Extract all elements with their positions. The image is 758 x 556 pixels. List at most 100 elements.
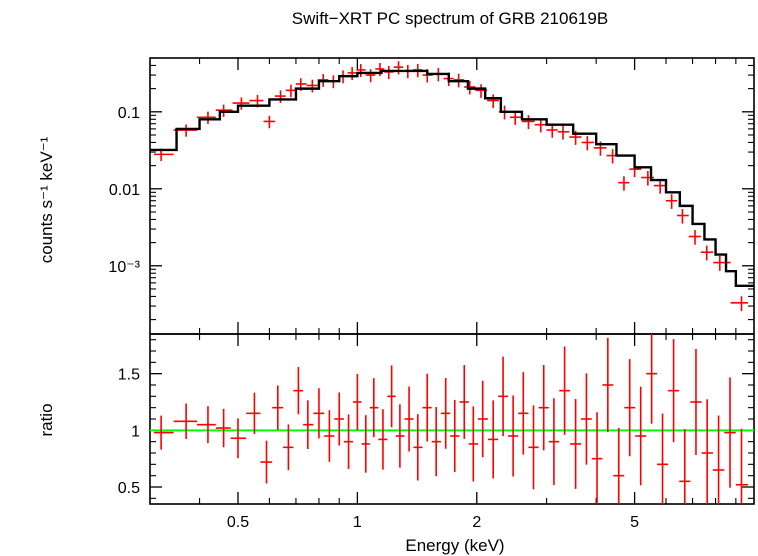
ratio-data-point xyxy=(624,359,636,457)
ratio-data-point xyxy=(334,392,344,446)
ratio-data-point xyxy=(613,427,625,504)
ratio-data-point xyxy=(602,337,614,433)
spectrum-data-point xyxy=(730,296,749,312)
spectrum-data-point xyxy=(285,84,296,98)
ratio-data-point xyxy=(581,373,592,465)
ratio-data-point xyxy=(477,380,488,458)
ratio-data-point xyxy=(701,399,713,504)
spectrum-data-point xyxy=(688,229,701,245)
spectrum-data-point xyxy=(509,111,522,125)
spectrum-data-point xyxy=(487,94,499,109)
spectrum-data-point xyxy=(521,115,535,130)
ratio-data-point xyxy=(272,385,284,430)
x-tick-label: 0.5 xyxy=(227,514,249,531)
ratio-data-point xyxy=(283,424,294,471)
y-tick-label: 1.5 xyxy=(118,367,140,384)
spectrum-data-point xyxy=(393,61,404,75)
ratio-data-point xyxy=(215,408,231,448)
bottom-ylabel: ratio xyxy=(37,403,56,436)
chart-title: Swift−XRT PC spectrum of GRB 210619B xyxy=(292,9,608,28)
ratio-data-point xyxy=(570,399,582,489)
ratio-data-point xyxy=(395,404,405,468)
top-ylabel: counts s⁻¹ keV⁻¹ xyxy=(37,136,56,263)
ratio-data-point xyxy=(508,395,519,477)
ratio-data-point xyxy=(378,409,388,470)
ratio-data-point xyxy=(361,415,370,473)
ratio-data-point xyxy=(369,378,379,438)
ratio-data-point xyxy=(518,372,529,455)
spectrum-data-point xyxy=(263,115,275,129)
spectrum-data-point xyxy=(306,79,318,93)
spectrum-frame xyxy=(149,57,755,335)
ratio-data-point xyxy=(668,339,680,443)
x-tick-label: 1 xyxy=(353,514,362,531)
spectrum-data-point xyxy=(365,69,376,83)
x-tick-label: 5 xyxy=(630,514,639,531)
ratio-data-point xyxy=(413,414,423,481)
y-tick-label: 1 xyxy=(131,423,140,440)
ratio-data-point xyxy=(246,392,261,435)
ratio-data-point xyxy=(679,429,691,504)
ratio-data-point xyxy=(498,356,509,437)
spectrum-data-point xyxy=(197,111,216,124)
ratio-data-point xyxy=(450,399,460,473)
spectrum-data-point xyxy=(384,65,394,80)
ratio-data-point xyxy=(468,406,478,482)
spectrum-data-point xyxy=(232,97,250,110)
model-step-line xyxy=(150,69,754,287)
ratio-data-point xyxy=(528,405,539,490)
ratio-data-point xyxy=(548,398,560,486)
ratio-panel: 0.5 1 2 5 0.5 1 1.5 xyxy=(118,333,755,531)
spectrum-data-point xyxy=(677,208,689,224)
x-tick-label: 2 xyxy=(472,514,481,531)
spectrum-data-point xyxy=(356,64,366,78)
ratio-data-point xyxy=(440,377,451,449)
ratio-data-point xyxy=(724,377,736,488)
ratio-data-point xyxy=(387,365,396,428)
ratio-data-point xyxy=(352,373,362,431)
ratio-data-point xyxy=(690,349,702,455)
ratio-data-point xyxy=(324,410,335,462)
ratio-data-point xyxy=(260,440,273,484)
spectrum-data-point xyxy=(665,194,678,209)
y-tick-label: 0.1 xyxy=(118,105,140,122)
spectrum-data-point xyxy=(618,176,630,191)
spectrum-data-point xyxy=(546,123,558,138)
spectrum-data-point xyxy=(375,63,385,77)
ratio-data-point xyxy=(735,428,749,504)
spectrum-panel: 0.1 0.01 10⁻³ xyxy=(108,57,755,335)
spectrum-data-point xyxy=(534,118,547,133)
y-tick-label: 0.5 xyxy=(118,480,140,497)
ratio-data-point xyxy=(303,400,314,450)
ratio-data-point xyxy=(487,400,499,479)
ratio-data-point xyxy=(404,386,414,452)
spectrum-data-point xyxy=(654,179,666,194)
ratio-data-point xyxy=(431,407,441,477)
ratio-data-point xyxy=(230,418,247,459)
ratio-data-point xyxy=(635,386,647,486)
ratio-data-point xyxy=(559,346,571,435)
spectrum-data-point xyxy=(347,67,357,81)
ratio-data-point xyxy=(591,412,603,504)
ratio-data-point xyxy=(313,388,325,439)
spectrum-data-point xyxy=(713,255,731,271)
xlabel: Energy (keV) xyxy=(405,536,504,555)
y-tick-label: 10⁻³ xyxy=(108,259,140,276)
ratio-data-point xyxy=(197,406,216,444)
ratio-data-point xyxy=(657,413,669,504)
spectrum-data-point xyxy=(274,90,286,103)
ratio-data-point xyxy=(712,415,725,504)
ratio-data-point xyxy=(538,364,549,451)
ratio-data-point xyxy=(422,373,432,442)
spectrum-data-point xyxy=(557,125,570,140)
spectrum-data-point xyxy=(581,136,594,151)
ratio-data-point xyxy=(173,403,198,440)
ratio-data-point xyxy=(343,414,353,469)
spectrum-data-point xyxy=(700,245,714,261)
ratio-data-point xyxy=(646,334,658,424)
ratio-data-point xyxy=(293,367,304,415)
ratio-data-point xyxy=(153,415,174,450)
y-tick-label: 0.01 xyxy=(109,182,140,199)
ratio-frame xyxy=(149,333,755,505)
